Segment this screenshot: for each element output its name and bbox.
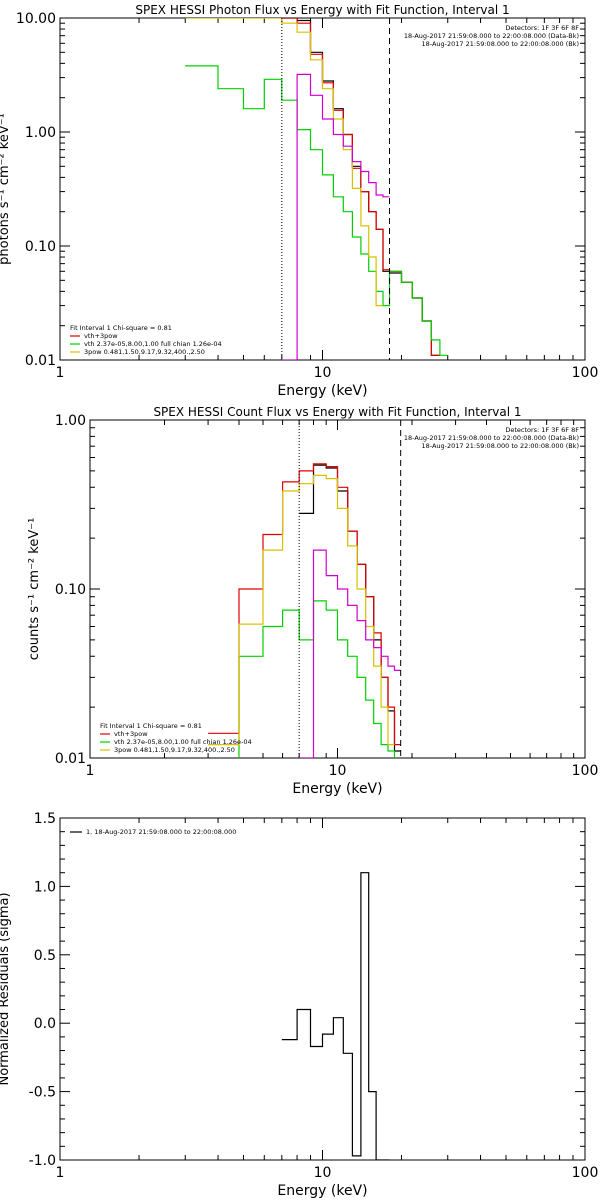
chart-panel-3: 1 10 100 Energy (keV) -1.0 -0.5 0.0 0.5 1.0 1.5 No… [0, 811, 598, 1199]
y-tick-label: 0.01 [55, 751, 86, 767]
plot-area [185, 18, 448, 360]
info-text: 18-Aug-2017 21:59:08.000 to 22:00:08.000… [422, 442, 579, 450]
series-line-1 [299, 464, 401, 752]
y-tick-label: 0.01 [25, 353, 56, 369]
y-tick-label: 1.0 [34, 879, 56, 895]
plot-frame [59, 817, 586, 1161]
y-tick-label: 0.10 [55, 582, 86, 598]
y-tick-label: -1.0 [29, 1153, 56, 1169]
legend-entry: 3pow 0.481,1.50,9.17,9.32,400.,2.50 [114, 746, 235, 754]
y-tick-label: 0.10 [25, 239, 56, 255]
series-line-2 [281, 18, 440, 356]
series-line-4 [208, 474, 395, 746]
y-tick-label: -0.5 [29, 1085, 56, 1101]
legend-entry: vth+3pow [84, 332, 118, 340]
x-axis-label: Energy (keV) [277, 383, 367, 399]
plot-area [208, 420, 402, 758]
chart-panel-2: 1 10 100 Energy (keV) 0.01 0.10 1.00 counts s⁻¹… [27, 405, 599, 797]
x-tick-label: 10 [314, 365, 332, 381]
series-line-5 [281, 73, 390, 360]
y-tick-label: 0.0 [34, 1016, 56, 1032]
legend-entry: vth+3pow [114, 730, 148, 738]
x-tick-label: 10 [314, 1165, 332, 1181]
chart-title: SPEX HESSI Count Flux vs Energy with Fit… [153, 405, 521, 419]
series-line-1 [281, 872, 390, 1160]
y-axis-label: photons s⁻¹ cm⁻² keV⁻¹ [0, 113, 12, 265]
info-text: Detectors: 1F 3F 6F 8F [505, 426, 579, 434]
legend-entry: 3pow 0.481,1.50,9.17,9.32,400.,2.50 [84, 348, 205, 356]
x-tick-label: 100 [572, 365, 599, 381]
legend-entry: vth 2.37e-05,8.00,1.00 full chian 1.26e-… [114, 738, 252, 746]
info-text: 18-Aug-2017 21:59:08.000 to 22:00:08.000… [404, 434, 579, 442]
y-tick-label: 1.00 [55, 413, 86, 429]
legend-entry: Fit Interval 1 Chi-square = 0.81 [70, 324, 172, 332]
series-line-3 [238, 600, 396, 758]
x-axis-label: Energy (keV) [277, 1183, 367, 1199]
y-tick-label: 10.00 [16, 11, 56, 27]
series-line-4 [185, 18, 383, 307]
x-tick-label: 100 [572, 763, 599, 779]
plot-area [281, 872, 390, 1160]
info-text: Detectors: 1F 3F 6F 8F [505, 24, 579, 32]
y-tick-label: 0.5 [34, 948, 56, 964]
chart-title: SPEX HESSI Photon Flux vs Energy with Fi… [135, 3, 509, 17]
info-text: 18-Aug-2017 21:59:08.000 to 22:00:08.000… [422, 40, 579, 48]
series-line-3 [185, 65, 448, 356]
x-tick-label: 100 [572, 1165, 599, 1181]
legend-entry: vth 2.37e-05,8.00,1.00 full chian 1.26e-… [84, 340, 222, 348]
y-axis-label: counts s⁻¹ cm⁻² keV⁻¹ [27, 518, 42, 661]
legend-entry: 1. 18-Aug-2017 21:59:08.000 to 22:00:08.… [86, 828, 236, 836]
y-axis-label: Normalized Residuals (sigma) [0, 892, 12, 1085]
series-line-2 [208, 463, 401, 746]
legend-entry: Fit Interval 1 Chi-square = 0.81 [100, 722, 202, 730]
series-line-5 [299, 549, 401, 758]
x-tick-label: 1 [86, 763, 95, 779]
chart-panel-1: 1 10 100 Energy (keV) 0.01 0.10 1.00 10.00 photo… [0, 3, 598, 399]
x-axis-label: Energy (keV) [292, 781, 382, 797]
x-tick-label: 1 [56, 365, 65, 381]
y-tick-label: 1.00 [25, 125, 56, 141]
y-tick-label: 1.5 [34, 811, 56, 827]
x-tick-label: 1 [56, 1165, 65, 1181]
x-tick-label: 10 [329, 763, 347, 779]
info-text: 18-Aug-2017 21:59:08.000 to 22:00:08.000… [404, 32, 579, 40]
